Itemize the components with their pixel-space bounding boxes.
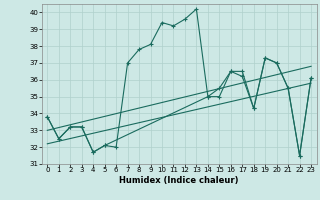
X-axis label: Humidex (Indice chaleur): Humidex (Indice chaleur) bbox=[119, 176, 239, 185]
